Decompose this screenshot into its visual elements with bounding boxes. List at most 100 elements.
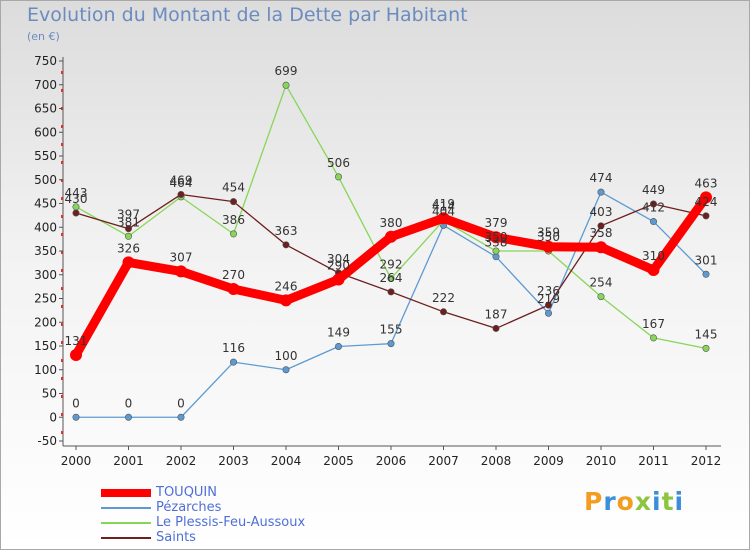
y-tick-label: 100	[34, 363, 57, 377]
legend-swatch	[101, 489, 151, 497]
data-point	[544, 309, 552, 317]
y-tick-label: 400	[34, 220, 57, 234]
x-tick-label: 2001	[113, 454, 144, 468]
data-label: 219	[537, 292, 560, 306]
data-label: 0	[72, 396, 80, 410]
data-point	[702, 270, 710, 278]
logo-letter: o	[616, 487, 635, 516]
data-label: 187	[485, 307, 508, 321]
data-label: 397	[117, 208, 140, 222]
y-tick-label: 200	[34, 315, 57, 329]
data-point	[647, 264, 660, 276]
data-point	[597, 222, 605, 230]
data-point	[125, 413, 133, 421]
data-label: 0	[125, 396, 133, 410]
legend-label: Pézarches	[156, 500, 222, 515]
data-point	[230, 358, 238, 366]
data-point	[387, 340, 395, 348]
data-label: 326	[117, 241, 140, 255]
data-label: 310	[642, 249, 665, 263]
data-point	[230, 198, 238, 206]
data-label: 463	[695, 176, 718, 190]
data-point	[649, 334, 657, 342]
data-label: 100	[275, 349, 298, 363]
legend-swatch	[101, 507, 151, 509]
data-label: 290	[327, 259, 350, 273]
y-tick-label: 350	[34, 244, 57, 258]
logo-letter: t	[661, 487, 675, 516]
x-tick-label: 2009	[533, 454, 564, 468]
data-label: 246	[275, 279, 298, 293]
data-label: 380	[380, 216, 403, 230]
x-tick-label: 2003	[218, 454, 249, 468]
data-label: 386	[222, 213, 245, 227]
data-label: 414	[432, 200, 455, 214]
x-tick-label: 2010	[586, 454, 617, 468]
data-label: 506	[327, 156, 350, 170]
chart-title: Evolution du Montant de la Dette par Hab…	[27, 4, 468, 26]
data-point	[230, 230, 238, 238]
data-label: 379	[485, 216, 508, 230]
data-label: 430	[65, 192, 88, 206]
x-tick-label: 2007	[428, 454, 459, 468]
x-tick-label: 2011	[638, 454, 669, 468]
data-label: 350	[537, 230, 560, 244]
data-point	[492, 247, 500, 255]
data-point	[597, 293, 605, 301]
data-point	[72, 209, 80, 217]
data-label: 301	[695, 253, 718, 267]
data-label: 454	[222, 181, 245, 195]
x-tick-label: 2006	[376, 454, 407, 468]
data-label: 338	[485, 236, 508, 250]
x-tick-label: 2012	[691, 454, 722, 468]
data-point	[542, 240, 555, 253]
logo-letter: r	[603, 487, 617, 516]
data-point	[175, 265, 187, 278]
data-point	[437, 212, 450, 225]
data-point	[595, 241, 607, 254]
data-label: 116	[222, 341, 245, 355]
data-label: 149	[327, 325, 350, 339]
data-label: 359	[537, 226, 560, 240]
data-point	[72, 413, 80, 421]
x-tick-label: 2002	[166, 454, 197, 468]
data-point	[282, 241, 290, 249]
y-tick-label: 500	[34, 173, 57, 187]
data-label: 381	[117, 215, 140, 229]
logo-letter: i	[652, 487, 662, 516]
data-point	[70, 349, 82, 362]
data-label: 464	[170, 176, 193, 190]
data-label: 443	[65, 186, 88, 200]
data-point	[439, 308, 447, 316]
legend-label: Le Plessis-Feu-Aussoux	[156, 515, 306, 530]
y-tick-label: 0	[49, 410, 57, 424]
data-point	[385, 230, 397, 243]
y-tick-label: 700	[34, 78, 57, 92]
data-point	[649, 218, 657, 226]
legend-label: Saints	[156, 530, 196, 545]
data-label: 412	[642, 201, 665, 215]
y-tick-label: -50	[37, 434, 57, 448]
data-label: 155	[380, 323, 403, 337]
x-tick-label: 2004	[271, 454, 302, 468]
data-label: 449	[642, 183, 665, 197]
data-label: 264	[380, 271, 403, 285]
data-label: 403	[590, 205, 613, 219]
proxiti-logo: Proxiti	[584, 487, 684, 516]
legend-label: TOUQUIN	[156, 485, 217, 500]
data-label: 304	[327, 252, 350, 266]
data-point	[702, 344, 710, 352]
data-point	[700, 191, 712, 204]
data-label: 350	[485, 230, 508, 244]
data-point	[334, 342, 342, 350]
data-point	[334, 173, 342, 181]
data-point	[280, 294, 292, 307]
data-point	[227, 283, 240, 295]
data-label: 167	[642, 317, 665, 331]
x-tick-label: 2005	[323, 454, 354, 468]
data-label: 404	[432, 204, 455, 218]
y-tick-label: 150	[34, 339, 57, 353]
data-label: 474	[590, 171, 613, 185]
